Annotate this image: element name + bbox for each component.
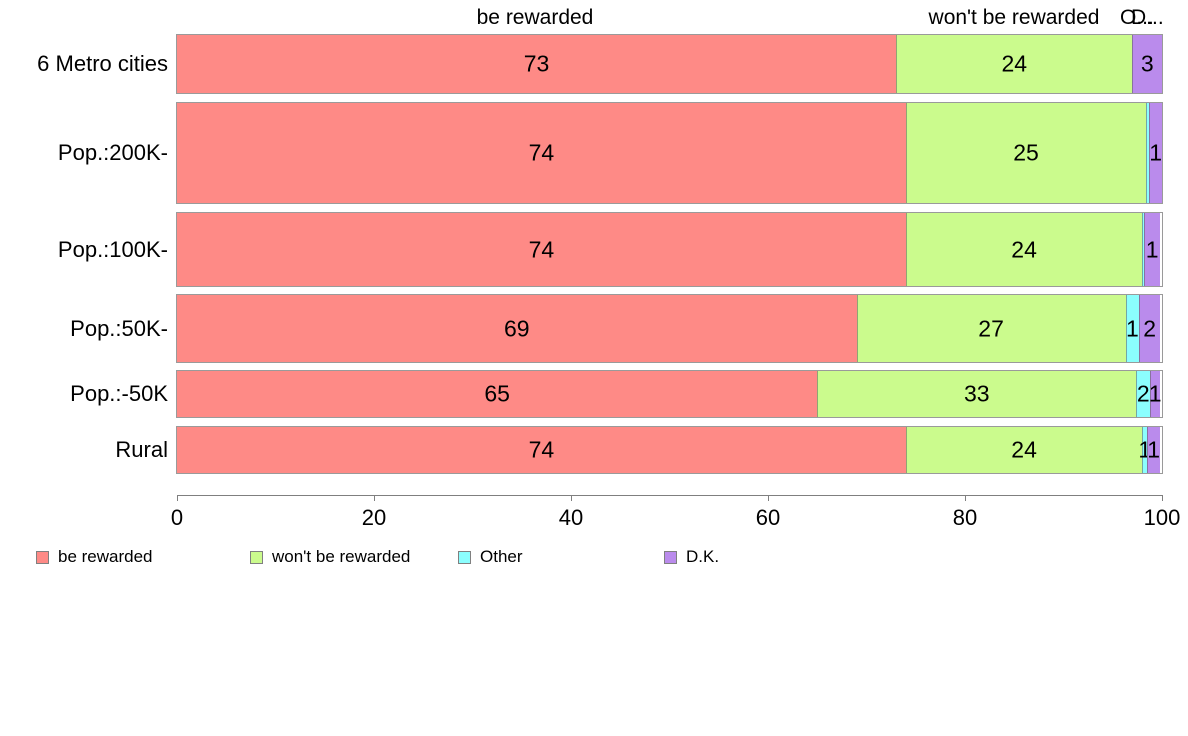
bar-value-label: 74 <box>528 139 555 166</box>
bar-segment-won-t-be-rewarded <box>896 35 1133 93</box>
bar-segment-won-t-be-rewarded <box>905 427 1143 473</box>
x-axis-tick-label: 100 <box>1143 505 1181 530</box>
bar-value-label: 24 <box>1011 236 1037 262</box>
bar-segment-be-rewarded <box>177 295 857 362</box>
legend-label: be rewarded <box>58 547 153 566</box>
bar-value-label: 73 <box>523 50 550 77</box>
bar-value-label: 1 <box>1148 380 1162 407</box>
bar-value-label: 25 <box>1013 139 1039 166</box>
bar-value-label: 65 <box>484 380 510 407</box>
bar-segment-be-rewarded <box>177 103 906 203</box>
bar-segment-d-k <box>1139 295 1161 362</box>
bar-segment-be-rewarded <box>177 427 906 473</box>
series-header-label: won't be rewarded <box>928 6 1100 29</box>
bar-row: 65 33 2 1 <box>176 370 1163 418</box>
bar-value-label: 27 <box>978 315 1004 341</box>
bar-value-label: 69 <box>504 315 530 341</box>
bar-segment-be-rewarded <box>177 213 906 286</box>
bar-value-label: 33 <box>964 380 990 407</box>
x-axis-line <box>177 495 1163 496</box>
bar-value-label: 74 <box>528 236 555 262</box>
bar-segment-d-k <box>1150 371 1161 417</box>
bar-row: 73 24 3 <box>176 34 1163 94</box>
bar-segment-other <box>1142 213 1145 286</box>
legend-label: Other <box>480 547 523 566</box>
category-label: Pop.:200K- <box>57 140 168 165</box>
x-axis-tick <box>177 495 178 501</box>
bar-value-label: 2 <box>1136 380 1150 407</box>
bar-value-label: 3 <box>1140 50 1154 77</box>
x-axis-tick <box>768 495 769 501</box>
legend-swatch-be-rewarded <box>36 551 49 564</box>
bar-value-label: 2 <box>1143 315 1157 341</box>
bar-segment-d-k <box>1149 103 1162 203</box>
series-header-label: be rewarded <box>476 6 594 29</box>
bar-row: 69 27 1 2 <box>176 294 1163 363</box>
category-label: Rural <box>115 437 168 462</box>
bar-segment-won-t-be-rewarded <box>856 295 1126 362</box>
bar-segment-won-t-be-rewarded <box>905 213 1143 286</box>
legend-label: D.K. <box>686 547 720 566</box>
bar-row: 74 24 1 <box>176 212 1163 287</box>
x-axis-tick <box>374 495 375 501</box>
bar-value-label: 24 <box>1011 436 1037 463</box>
bar-segment-be-rewarded <box>177 35 897 93</box>
bar-segment-be-rewarded <box>177 371 818 417</box>
x-axis-tick-label: 40 <box>558 505 584 530</box>
bar-value-label: 1 <box>1147 436 1161 463</box>
x-axis-tick-label: 0 <box>170 505 184 530</box>
x-axis-tick <box>1162 495 1163 501</box>
legend-swatch-other <box>458 551 471 564</box>
bar-segment-d-k <box>1132 35 1162 93</box>
category-label: 6 Metro cities <box>37 51 168 76</box>
legend-swatch-won-t-be-rewarded <box>250 551 263 564</box>
bar-row: 74 25 1 <box>176 102 1163 204</box>
x-axis-tick-label: 60 <box>755 505 781 530</box>
legend-swatch-d-k <box>664 551 677 564</box>
bar-segment-other <box>1125 295 1140 362</box>
bar-segment-other <box>1146 103 1150 203</box>
bar-segment-other <box>1142 427 1148 473</box>
series-header-label: O... <box>1120 6 1154 29</box>
bar-value-label: 1 <box>1149 139 1162 166</box>
bar-segment-d-k <box>1144 213 1161 286</box>
bar-value-label: 24 <box>1001 50 1028 77</box>
bar-row: 74 24 1 1 <box>176 426 1163 474</box>
bar-segment-other <box>1136 371 1151 417</box>
x-axis-tick <box>571 495 572 501</box>
legend-label: won't be rewarded <box>272 547 411 566</box>
x-axis-tick-label: 80 <box>952 505 978 530</box>
bar-value-label: 1 <box>1126 315 1139 341</box>
category-label: Pop.:100K- <box>57 236 168 262</box>
bar-value-label: 1 <box>1145 236 1159 262</box>
category-label: Pop.:-50K <box>70 381 168 406</box>
bar-value-label: 74 <box>528 436 555 463</box>
bar-segment-won-t-be-rewarded <box>905 103 1147 203</box>
x-axis-tick-label: 20 <box>361 505 387 530</box>
bar-segment-won-t-be-rewarded <box>817 371 1137 417</box>
category-label: Pop.:50K- <box>70 315 168 341</box>
bar-segment-d-k <box>1147 427 1161 473</box>
series-header-label: D... <box>1131 6 1164 29</box>
x-axis-tick <box>965 495 966 501</box>
